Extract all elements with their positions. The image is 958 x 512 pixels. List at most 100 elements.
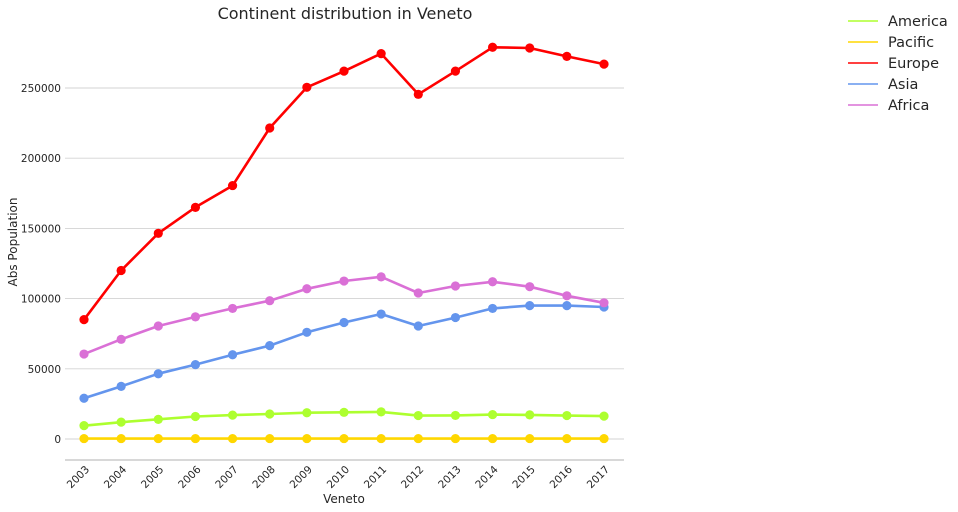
data-point bbox=[153, 433, 163, 444]
legend-label: Asia bbox=[888, 77, 918, 93]
data-point bbox=[562, 51, 572, 62]
data-point bbox=[413, 89, 423, 99]
data-point bbox=[153, 369, 163, 379]
x-tick-label: 2004 bbox=[102, 463, 130, 491]
legend-label: America bbox=[888, 14, 948, 30]
data-point bbox=[525, 301, 535, 311]
data-point bbox=[376, 49, 386, 59]
series-europe bbox=[79, 42, 609, 325]
data-point bbox=[376, 407, 386, 417]
data-point bbox=[190, 433, 201, 444]
data-point bbox=[116, 334, 126, 344]
series-america bbox=[79, 407, 609, 431]
gridlines bbox=[65, 87, 624, 440]
data-point bbox=[450, 312, 461, 323]
data-point bbox=[116, 433, 126, 444]
data-point bbox=[116, 265, 126, 276]
series-africa bbox=[79, 272, 609, 359]
data-point bbox=[599, 411, 609, 421]
x-tick-label: 2012 bbox=[399, 464, 426, 491]
data-point bbox=[227, 180, 238, 191]
data-point bbox=[190, 312, 201, 322]
data-point bbox=[302, 327, 312, 337]
data-point bbox=[339, 276, 349, 286]
data-point bbox=[79, 315, 89, 325]
y-tick-label: 250000 bbox=[21, 83, 61, 95]
data-point bbox=[227, 350, 238, 360]
x-tick-label: 2015 bbox=[510, 464, 537, 491]
series-asia bbox=[79, 301, 609, 403]
data-point bbox=[487, 277, 498, 287]
data-point bbox=[487, 433, 498, 444]
data-point bbox=[153, 228, 163, 238]
data-point bbox=[265, 409, 275, 419]
x-tick-label: 2017 bbox=[585, 464, 612, 491]
data-point bbox=[227, 410, 238, 420]
data-point bbox=[413, 433, 423, 444]
data-point bbox=[487, 303, 498, 314]
data-point bbox=[302, 82, 312, 92]
data-point bbox=[302, 433, 312, 444]
data-point bbox=[562, 410, 572, 421]
y-axis-label: Abs Population bbox=[6, 198, 20, 287]
x-tick-label: 2013 bbox=[436, 464, 463, 491]
data-point bbox=[339, 433, 349, 444]
data-point bbox=[153, 414, 163, 424]
series-lines bbox=[79, 42, 609, 444]
y-tick-label: 0 bbox=[54, 434, 61, 446]
data-point bbox=[227, 433, 238, 444]
legend-label: Pacific bbox=[888, 35, 934, 51]
data-point bbox=[339, 317, 349, 328]
data-point bbox=[525, 410, 535, 420]
data-point bbox=[487, 409, 498, 420]
data-point bbox=[339, 66, 349, 76]
x-tick-label: 2008 bbox=[250, 464, 277, 491]
data-point bbox=[599, 59, 609, 69]
data-point bbox=[265, 123, 275, 133]
y-tick-label: 200000 bbox=[21, 153, 61, 165]
data-point bbox=[339, 407, 349, 417]
data-point bbox=[376, 272, 386, 282]
data-point bbox=[562, 433, 572, 444]
y-tick-labels: 0 50000 100000 150000 200000 250000 bbox=[21, 83, 61, 446]
x-tick-label: 2014 bbox=[473, 463, 501, 491]
data-point bbox=[450, 281, 461, 291]
data-point bbox=[376, 309, 386, 319]
data-point bbox=[79, 393, 89, 403]
data-point bbox=[487, 42, 498, 52]
chart-title: Continent distribution in Veneto bbox=[218, 4, 473, 23]
data-point bbox=[413, 410, 423, 421]
data-point bbox=[376, 433, 386, 444]
data-point bbox=[227, 303, 238, 314]
data-point bbox=[265, 433, 275, 444]
data-point bbox=[599, 433, 609, 444]
data-point bbox=[302, 408, 312, 418]
data-point bbox=[79, 421, 89, 431]
data-point bbox=[265, 341, 275, 351]
data-point bbox=[450, 433, 461, 444]
data-point bbox=[413, 321, 423, 331]
series-pacific bbox=[79, 433, 609, 444]
x-tick-label: 2009 bbox=[288, 464, 315, 491]
data-point bbox=[525, 282, 535, 292]
data-point bbox=[562, 301, 572, 311]
data-point bbox=[450, 410, 461, 421]
data-point bbox=[79, 433, 89, 444]
data-point bbox=[599, 298, 609, 308]
x-tick-label: 2007 bbox=[213, 464, 240, 491]
x-tick-label: 2011 bbox=[362, 464, 389, 491]
data-point bbox=[190, 411, 201, 422]
data-point bbox=[525, 433, 535, 444]
data-point bbox=[79, 349, 89, 359]
legend-label: Europe bbox=[888, 56, 939, 72]
x-tick-label: 2016 bbox=[548, 463, 576, 491]
x-axis-label: Veneto bbox=[323, 492, 365, 506]
data-point bbox=[116, 417, 126, 427]
y-tick-label: 150000 bbox=[21, 223, 61, 235]
data-point bbox=[450, 66, 461, 76]
x-tick-label: 2003 bbox=[65, 464, 92, 491]
y-tick-label: 100000 bbox=[21, 294, 61, 306]
data-point bbox=[302, 284, 312, 294]
data-point bbox=[116, 381, 126, 391]
